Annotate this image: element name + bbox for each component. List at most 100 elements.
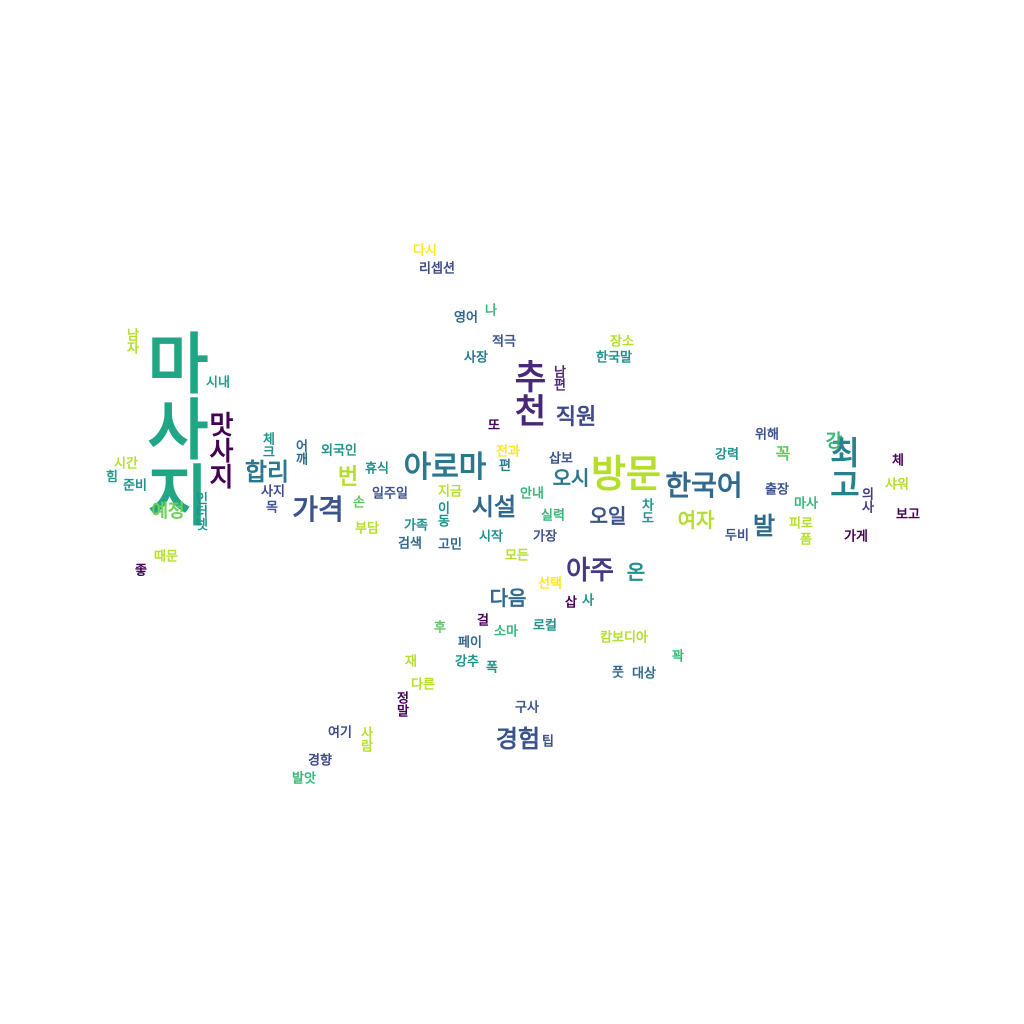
- word: 가격: [292, 493, 344, 526]
- word: 리셉션: [419, 261, 455, 277]
- word: 맛사지: [204, 411, 234, 489]
- word: 삽보: [549, 451, 573, 467]
- word: 재: [405, 654, 417, 670]
- word: 한국말: [596, 350, 632, 366]
- word: 시작: [479, 529, 503, 545]
- word: 인터넷: [192, 491, 208, 531]
- word: 발: [752, 512, 776, 540]
- word: 지금: [438, 484, 462, 500]
- word: 가게: [844, 529, 868, 545]
- word: 선택: [538, 576, 562, 592]
- word: 폼: [800, 532, 812, 548]
- word: 다음: [489, 586, 527, 610]
- word: 시내: [206, 375, 230, 391]
- word: 삽: [565, 595, 577, 611]
- word: 추천: [507, 359, 547, 427]
- word: 좋: [135, 563, 147, 579]
- word: 차도: [638, 498, 654, 524]
- word: 발앗: [292, 771, 316, 787]
- word: 실력: [541, 508, 565, 524]
- word: 시설: [471, 493, 517, 521]
- word: 페이: [458, 635, 482, 651]
- word: 오일: [589, 504, 627, 528]
- word: 꼭: [775, 444, 791, 463]
- word: 오시: [552, 466, 590, 490]
- word: 직원: [555, 405, 597, 430]
- word: 또: [488, 418, 500, 434]
- word: 외국인: [321, 443, 357, 459]
- word: 나: [485, 303, 497, 319]
- word: 꽉: [672, 649, 684, 665]
- word: 안내: [520, 486, 544, 502]
- word: 보고: [896, 507, 920, 523]
- word: 남편: [550, 365, 566, 391]
- word: 폭: [486, 660, 498, 676]
- word: 마사: [794, 496, 818, 512]
- word: 경향: [308, 753, 332, 769]
- word: 준비: [123, 478, 147, 494]
- word: 피로: [789, 516, 813, 532]
- word: 가장: [533, 529, 557, 545]
- word: 출장: [765, 482, 789, 498]
- word: 아로마: [403, 450, 487, 485]
- word: 강추: [455, 654, 479, 670]
- word: 손: [353, 495, 365, 511]
- word: 사장: [464, 350, 488, 366]
- word: 대상: [632, 666, 656, 682]
- word: 방문: [591, 452, 661, 496]
- word: 때문: [154, 549, 178, 565]
- word: 여자: [677, 508, 715, 532]
- word: 고민: [438, 537, 462, 553]
- word: 체크: [259, 432, 275, 458]
- word: 한국어: [665, 469, 743, 502]
- word: 마사지: [134, 329, 211, 527]
- word: 위해: [755, 427, 779, 443]
- word: 휴식: [365, 461, 389, 477]
- word: 체: [892, 453, 904, 469]
- word: 사: [582, 593, 594, 609]
- word: 경험: [495, 725, 541, 753]
- word: 번: [337, 465, 359, 490]
- word: 사지: [261, 484, 285, 500]
- word: 시간: [114, 456, 138, 472]
- word: 풋: [612, 665, 624, 681]
- word: 정말: [393, 691, 409, 717]
- word: 소마: [494, 624, 518, 640]
- word: 힘: [102, 469, 118, 483]
- word: 전과: [496, 444, 520, 460]
- word: 적극: [492, 334, 516, 350]
- word: 강: [825, 431, 843, 452]
- word: 모든: [505, 548, 529, 564]
- word: 사람: [357, 726, 373, 752]
- word: 부담: [355, 521, 379, 537]
- word: 검색: [398, 536, 422, 552]
- word: 이동: [434, 501, 450, 527]
- word: 합리: [244, 458, 290, 486]
- word: 강력: [715, 447, 739, 463]
- word: 어깨: [292, 439, 308, 465]
- word: 여기: [328, 725, 352, 741]
- word: 두비: [725, 528, 749, 544]
- word: 온: [626, 560, 646, 584]
- word: 걸: [477, 613, 489, 629]
- word: 팁: [542, 734, 554, 750]
- word: 편: [495, 458, 511, 472]
- word: 다시: [413, 243, 437, 259]
- word: 가족: [404, 518, 428, 534]
- word: 예정: [151, 501, 185, 522]
- word: 캄보디아: [600, 630, 648, 646]
- word: 로컬: [533, 618, 557, 634]
- word: 다른: [411, 677, 435, 693]
- word: 장소: [610, 334, 634, 350]
- word: 구사: [515, 700, 539, 716]
- word: 아주: [566, 556, 614, 586]
- word: 후: [434, 620, 446, 636]
- word: 의사: [858, 487, 874, 513]
- word: 남자: [123, 328, 139, 354]
- word: 영어: [454, 310, 478, 326]
- word: 일주일: [372, 486, 408, 502]
- word: 샤워: [885, 477, 909, 493]
- word: 최고: [824, 436, 862, 500]
- word: 목: [266, 500, 278, 516]
